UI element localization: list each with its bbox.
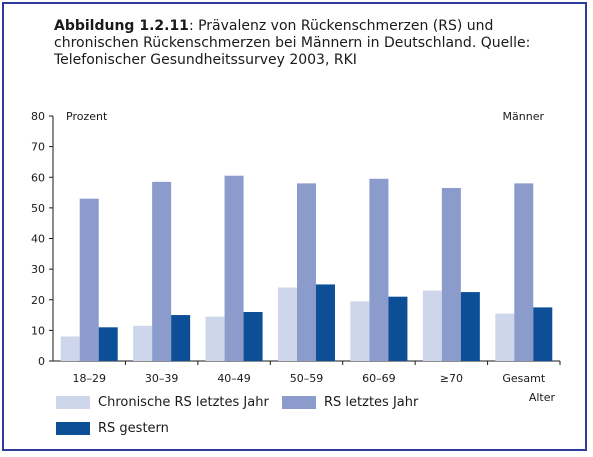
- y-tick-label: 60: [31, 171, 45, 184]
- bar: [152, 181, 172, 361]
- bar: [297, 183, 316, 361]
- x-tick-label: 50–59: [290, 372, 324, 385]
- y-tick-label: 30: [31, 263, 45, 276]
- legend-item-letztes-jahr: RS letztes Jahr: [282, 395, 418, 410]
- bar: [98, 327, 118, 361]
- bar: [79, 198, 99, 361]
- legend-label-chronisch: Chronische RS letztes Jahr: [98, 395, 269, 410]
- bar: [422, 290, 442, 361]
- legend-swatch-chronisch: [56, 396, 90, 409]
- chart-bars: [60, 175, 553, 361]
- bar: [316, 284, 335, 361]
- bar: [224, 175, 244, 361]
- x-tick-label: 18–29: [72, 372, 106, 385]
- y-tick-label: 40: [31, 233, 45, 246]
- legend-label-gestern: RS gestern: [98, 421, 169, 436]
- bar: [133, 325, 153, 361]
- legend-swatch-letztes-jahr: [282, 396, 316, 409]
- bar: [369, 178, 389, 361]
- bar: [350, 301, 370, 361]
- bar: [441, 187, 461, 361]
- x-tick-label: Gesamt: [502, 372, 545, 385]
- y-tick-label: 50: [31, 202, 45, 215]
- corner-label: Männer: [503, 110, 545, 123]
- y-tick-label: 20: [31, 294, 45, 307]
- x-tick-label: ≥70: [440, 372, 463, 385]
- x-tick-label: 40–49: [217, 372, 251, 385]
- y-tick-label: 10: [31, 324, 45, 337]
- bar: [205, 316, 225, 361]
- legend-item-chronisch: Chronische RS letztes Jahr: [56, 395, 269, 410]
- caption-label: Abbildung 1.2.11: [54, 18, 189, 34]
- bar: [460, 292, 480, 361]
- bar: [514, 183, 534, 361]
- x-axis-label: Alter: [529, 391, 556, 404]
- x-tick-label: 30–39: [145, 372, 179, 385]
- legend-swatch-gestern: [56, 422, 90, 435]
- bar: [278, 287, 297, 361]
- y-tick-label: 0: [38, 355, 45, 368]
- figure-frame: [2, 2, 587, 451]
- y-axis-label: Prozent: [66, 110, 108, 123]
- x-tick-label: 60–69: [362, 372, 396, 385]
- caption-text: : Prävalenz von Rückenschmerzen (RS) und…: [54, 18, 531, 68]
- figure-caption: Abbildung 1.2.11: Prävalenz von Rückensc…: [54, 18, 554, 69]
- legend-label-letztes-jahr: RS letztes Jahr: [324, 395, 419, 410]
- legend-item-gestern: RS gestern: [56, 421, 169, 436]
- bar: [495, 313, 515, 361]
- y-tick-label: 80: [31, 110, 45, 123]
- bar: [243, 312, 263, 361]
- y-tick-label: 70: [31, 141, 45, 154]
- bar: [171, 315, 191, 361]
- bar: [60, 336, 80, 361]
- bar: [533, 307, 553, 361]
- bar: [388, 296, 408, 361]
